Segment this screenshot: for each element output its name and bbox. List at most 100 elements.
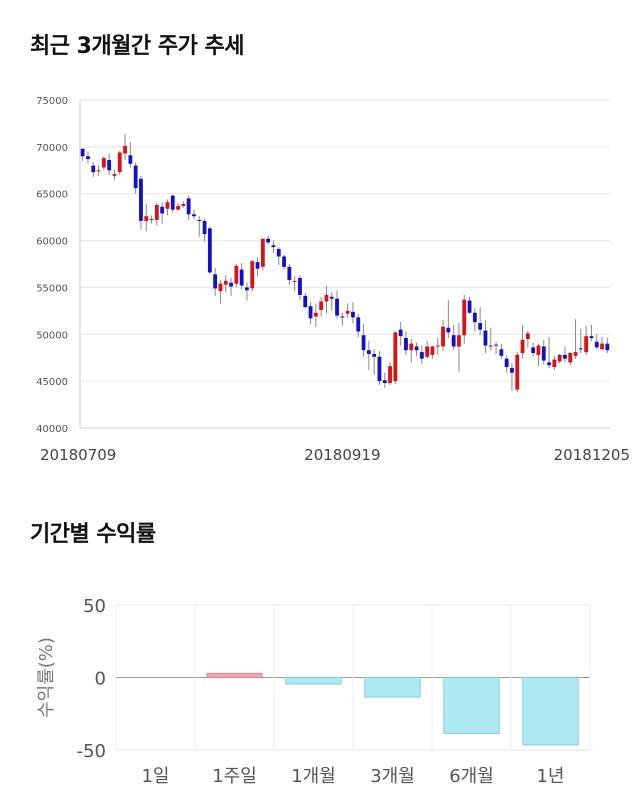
candle xyxy=(329,292,334,311)
candle-body xyxy=(430,346,435,355)
price-x-axis: 20180709 20180919 20181205 xyxy=(40,446,630,464)
candle xyxy=(547,337,551,369)
candle xyxy=(462,294,467,344)
candle xyxy=(107,153,112,175)
candle-body xyxy=(600,343,604,350)
return-bar xyxy=(285,677,342,685)
candle-body xyxy=(112,174,117,176)
candle xyxy=(324,285,329,314)
candle-body xyxy=(298,278,302,295)
candle-body xyxy=(329,296,334,299)
candle xyxy=(234,264,239,288)
candle-body xyxy=(488,345,493,347)
candle xyxy=(446,300,451,339)
candle xyxy=(245,282,249,301)
price-grid xyxy=(79,99,610,429)
candle xyxy=(409,338,414,363)
candle-body xyxy=(520,339,525,354)
price-y-axis: 75000 70000 65000 60000 55000 50000 45000 40000 xyxy=(36,96,68,435)
candle xyxy=(488,327,493,351)
candle xyxy=(563,346,567,363)
return-bar-chart: 50 0 -50 1일 1주일 1개월 3개월 6개월 1년 수익률(%) xyxy=(36,596,591,787)
candle xyxy=(478,307,483,336)
candle xyxy=(356,313,361,338)
candle xyxy=(531,342,536,357)
candle-body xyxy=(176,205,180,210)
candle xyxy=(186,195,191,220)
candle xyxy=(213,267,218,296)
candle-body xyxy=(123,145,127,154)
price-y-tick-label: 70000 xyxy=(36,143,68,154)
candle-body xyxy=(515,354,520,390)
candle-body xyxy=(457,335,461,347)
candle-body xyxy=(229,282,233,287)
candle-body xyxy=(366,350,371,354)
candle xyxy=(197,216,202,237)
candle xyxy=(430,345,435,359)
candle xyxy=(589,324,594,341)
candle xyxy=(345,303,350,318)
candle-body xyxy=(547,362,551,366)
return-y-tick-label: 50 xyxy=(83,596,106,617)
candle-body xyxy=(404,338,408,351)
price-y-tick-label: 55000 xyxy=(36,283,68,294)
candle xyxy=(313,304,318,327)
candle-body xyxy=(563,354,567,359)
candle xyxy=(435,338,440,355)
candle xyxy=(181,201,186,208)
candle xyxy=(271,240,276,253)
candle xyxy=(192,209,196,220)
candle xyxy=(170,194,175,213)
candle-body xyxy=(96,170,101,172)
candle xyxy=(441,320,445,352)
candle-body xyxy=(398,329,403,337)
candle-body xyxy=(223,280,228,285)
return-bar xyxy=(522,677,579,746)
candle-body xyxy=(552,359,557,368)
candle xyxy=(117,150,122,175)
candle-body xyxy=(483,330,488,346)
candle-body xyxy=(107,159,112,171)
candle-body xyxy=(86,156,90,160)
candle xyxy=(282,254,286,270)
candle xyxy=(223,275,228,293)
candle xyxy=(165,199,170,216)
candle xyxy=(499,343,504,359)
candle-body xyxy=(536,345,541,355)
candle xyxy=(86,151,90,164)
candle-body xyxy=(271,245,276,248)
period-return-title: 기간별 수익률 xyxy=(30,522,156,547)
candle-body xyxy=(462,299,467,336)
candle xyxy=(308,302,313,324)
candle xyxy=(160,202,165,224)
candle xyxy=(568,352,573,366)
candle-body xyxy=(255,262,260,269)
candle-body xyxy=(239,269,244,286)
candle-body xyxy=(435,345,440,347)
candle-body xyxy=(409,343,414,351)
candle xyxy=(361,323,366,357)
candle-body xyxy=(319,301,324,310)
return-x-tick-label: 1년 xyxy=(536,766,564,787)
candle xyxy=(425,340,430,359)
candle xyxy=(176,203,180,211)
candle xyxy=(366,340,371,370)
candle xyxy=(250,260,255,292)
candle-body xyxy=(186,198,191,215)
candle xyxy=(96,165,101,176)
candle xyxy=(584,325,589,355)
candle-body xyxy=(584,336,589,353)
candle-body xyxy=(531,347,536,354)
return-x-tick-label: 6개월 xyxy=(449,766,494,787)
candle-body xyxy=(393,332,398,382)
candle xyxy=(154,203,159,226)
candle xyxy=(319,296,324,317)
candle xyxy=(207,226,212,275)
candle xyxy=(276,247,281,265)
return-bar xyxy=(443,677,500,734)
candle xyxy=(292,276,297,292)
return-x-tick-label: 1주일 xyxy=(212,766,257,787)
candle xyxy=(573,319,578,359)
candle-body xyxy=(425,346,430,357)
candle xyxy=(467,296,472,314)
